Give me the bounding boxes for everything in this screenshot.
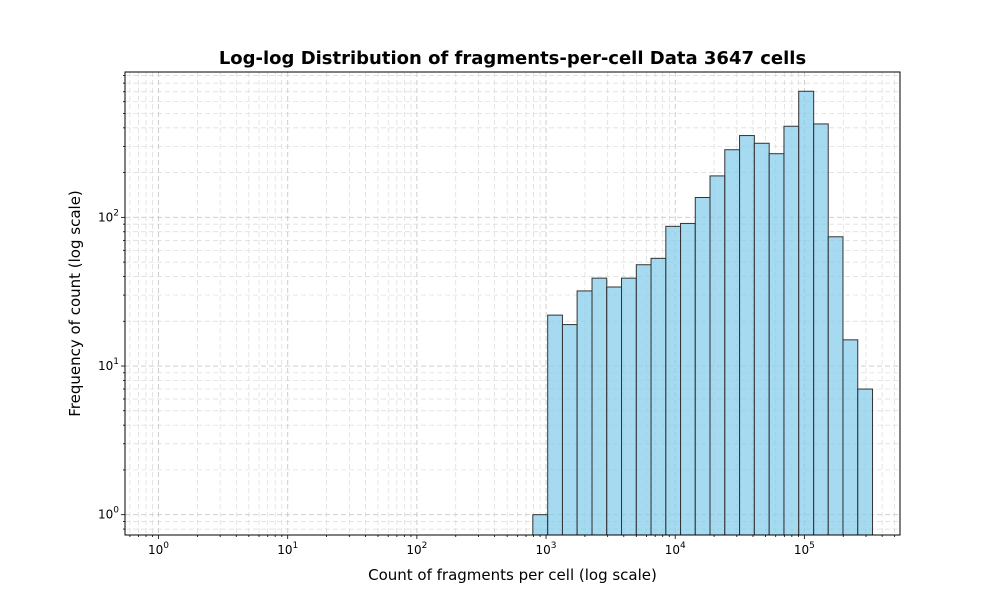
histogram-bar [576, 290, 593, 536]
histogram-bar [709, 175, 726, 536]
x-axis-label: Count of fragments per cell (log scale) [368, 566, 657, 584]
histogram-bar [694, 197, 711, 536]
histogram-bar [842, 339, 859, 536]
x-tick-label: 102 [406, 541, 427, 557]
histogram-bar [547, 314, 563, 536]
histogram-bar [621, 277, 637, 536]
histogram-bar [783, 125, 800, 536]
axis-ticks: 100 101 102 103 104 105 100 101 102 [98, 75, 896, 557]
x-tick-label: 103 [536, 541, 557, 557]
plot-frame [124, 71, 901, 536]
histogram-bars [532, 90, 874, 536]
histogram-bar [827, 236, 844, 536]
chart-title: Log-log Distribution of fragments-per-ce… [219, 48, 806, 69]
y-axis-label: Frequency of count (log scale) [66, 190, 84, 417]
histogram-bar [680, 222, 696, 536]
histogram-bar [650, 257, 667, 536]
x-tick-label: 104 [665, 541, 686, 557]
histogram-bar [635, 264, 652, 536]
histogram-bar [665, 225, 682, 536]
histogram-bar [561, 324, 578, 536]
histogram-bar [768, 153, 785, 536]
x-tick-label: 101 [277, 541, 298, 557]
histogram-bar [591, 277, 608, 536]
histogram-bar [724, 149, 741, 536]
histogram-bar [753, 142, 770, 536]
histogram-bar [798, 90, 815, 536]
histogram-bar [739, 135, 755, 536]
x-tick-label: 105 [794, 541, 815, 557]
histogram-bar [813, 123, 829, 536]
y-tick-label: 100 [98, 506, 119, 522]
y-tick-label: 101 [98, 357, 119, 373]
histogram-bar [606, 286, 623, 536]
histogram-bar [857, 388, 874, 536]
y-tick-label: 102 [98, 208, 119, 224]
x-tick-label: 100 [148, 541, 169, 557]
histogram-bar [532, 514, 549, 536]
